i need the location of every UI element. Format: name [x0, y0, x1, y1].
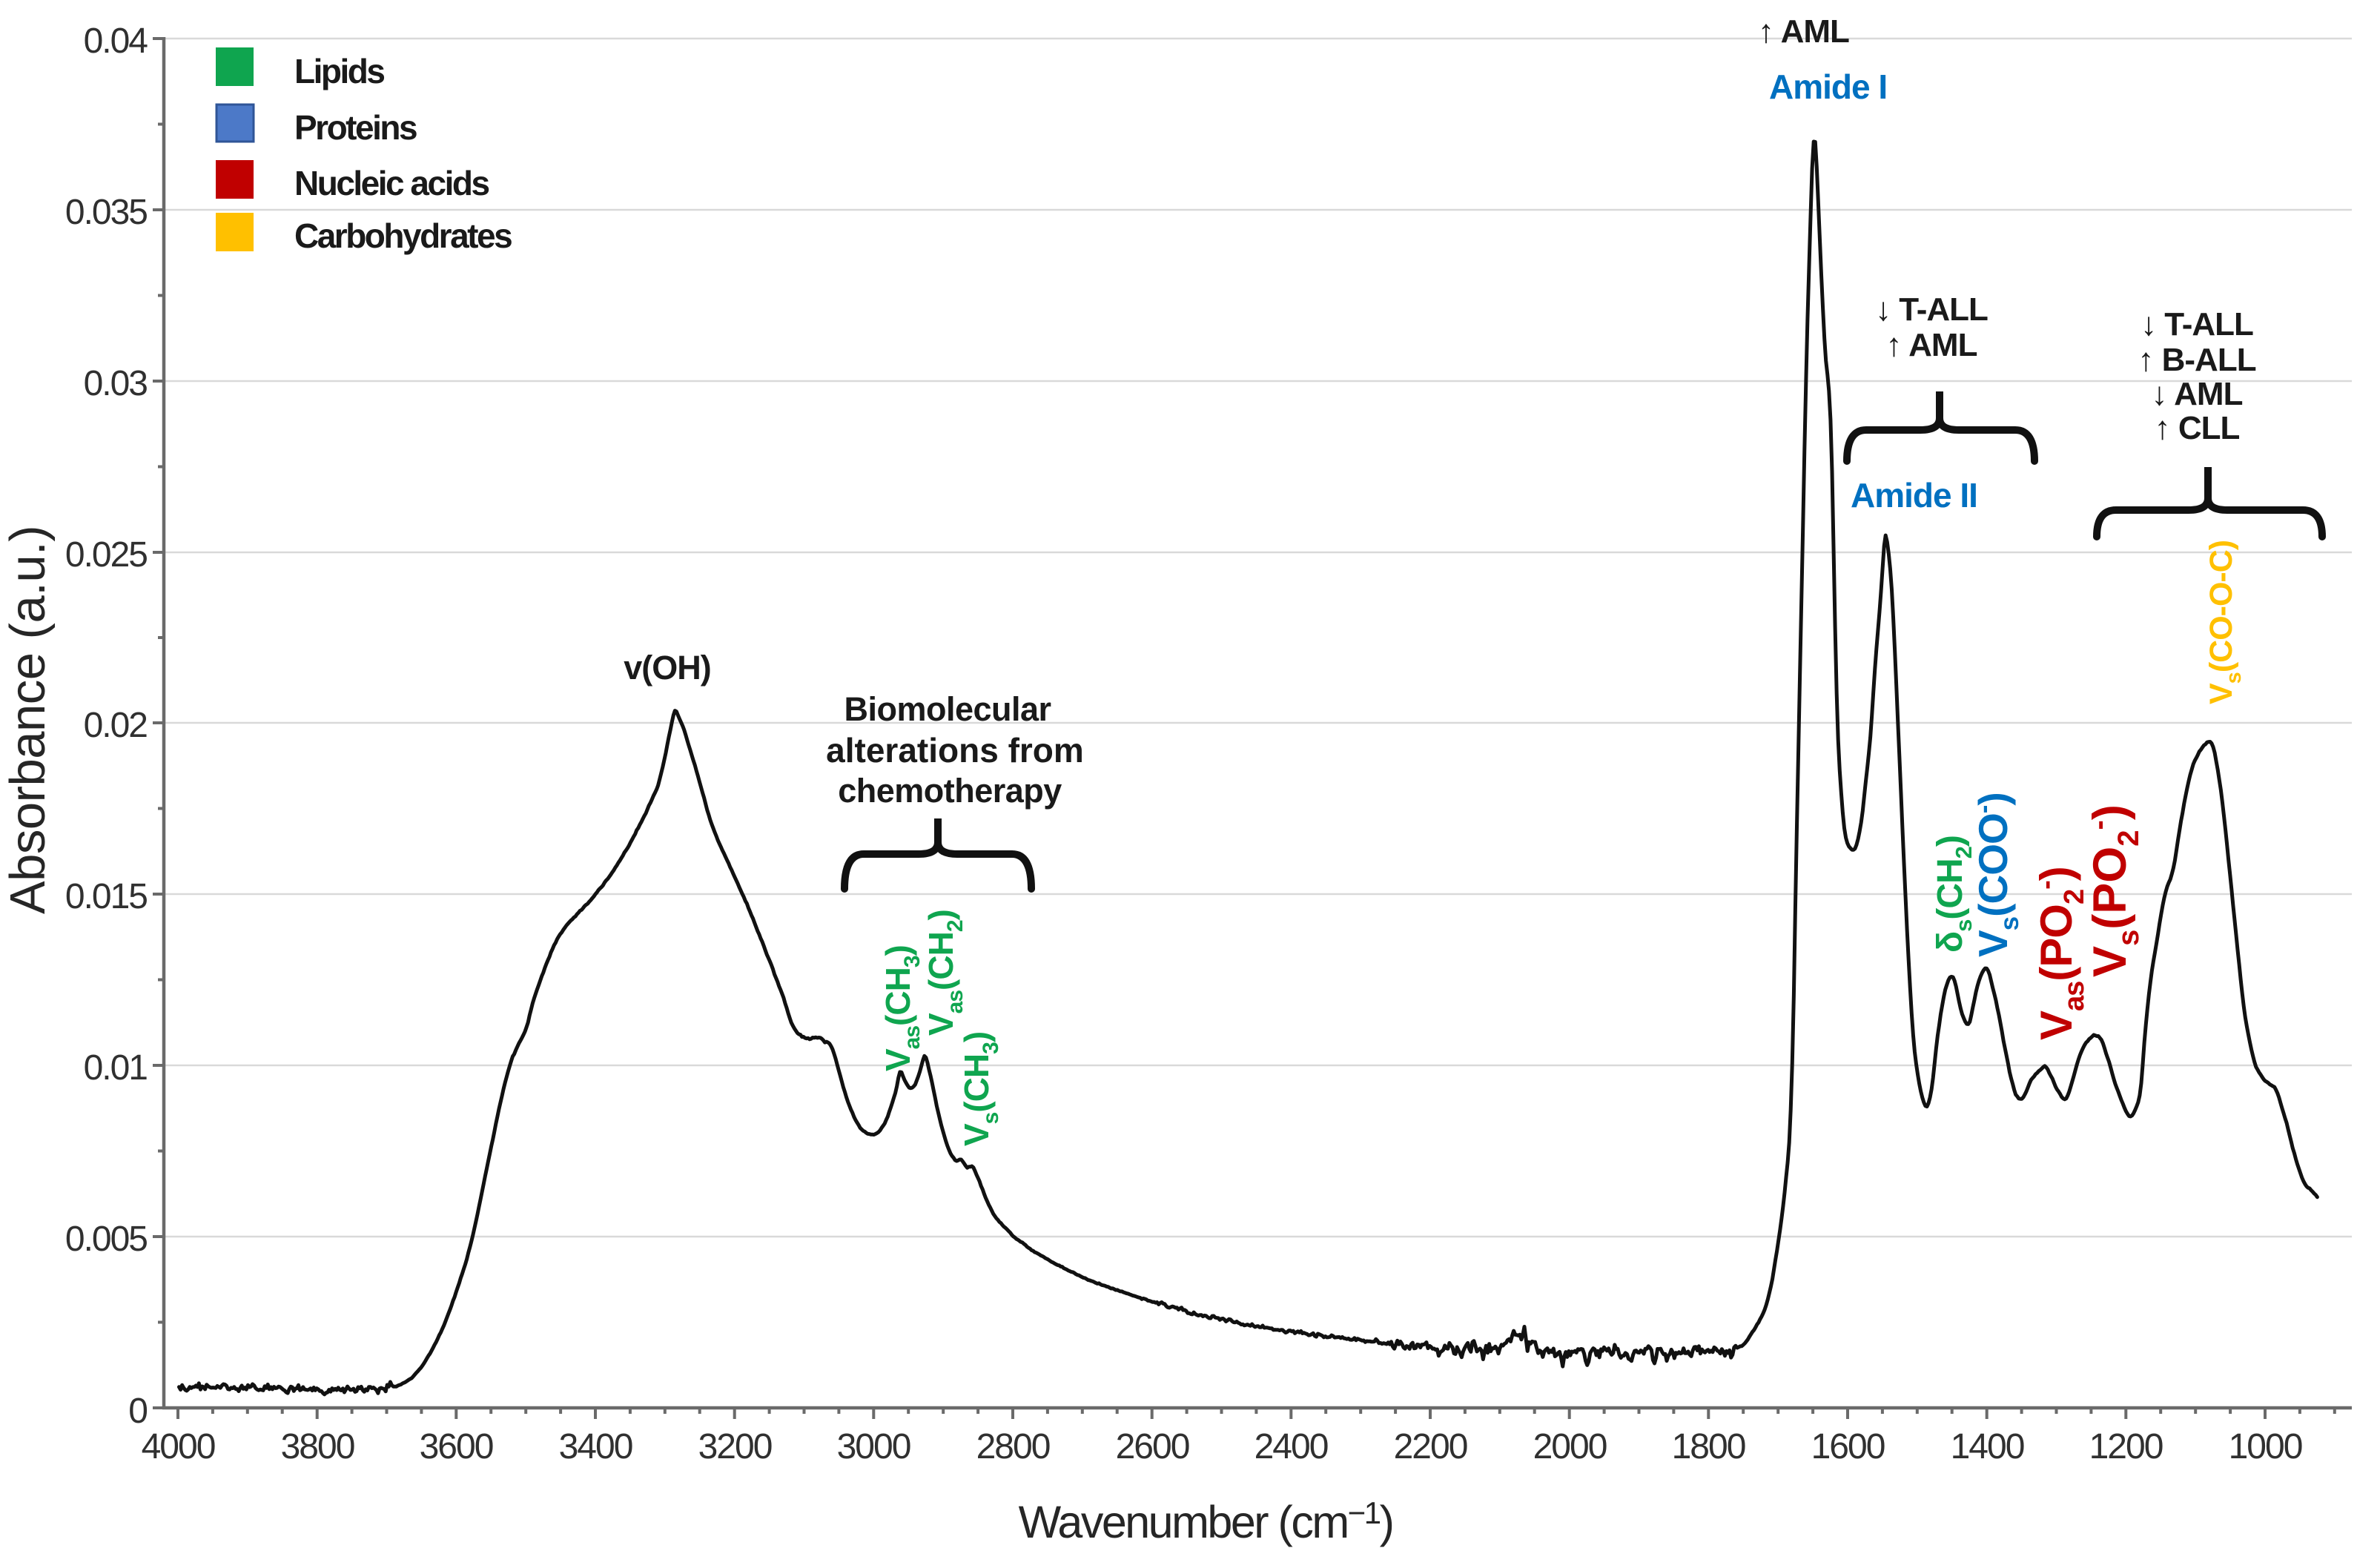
svg-text:alterations from: alterations from: [826, 731, 1084, 770]
svg-text:δs(CH2): δs(CH2): [1931, 836, 1977, 953]
svg-text:↓ AML: ↓ AML: [2152, 376, 2243, 412]
svg-text:1600: 1600: [1811, 1427, 1885, 1466]
svg-text:Vas(CH2): Vas(CH2): [922, 910, 968, 1036]
svg-text:0: 0: [128, 1392, 147, 1431]
svg-text:0.015: 0.015: [65, 877, 147, 916]
svg-text:Lipids: Lipids: [294, 52, 384, 90]
svg-text:0.02: 0.02: [84, 706, 148, 745]
svg-text:2000: 2000: [1533, 1427, 1607, 1466]
svg-text:0.03: 0.03: [84, 364, 148, 403]
svg-text:4000: 4000: [142, 1427, 215, 1466]
svg-text:2600: 2600: [1116, 1427, 1189, 1466]
svg-text:3600: 3600: [420, 1427, 493, 1466]
svg-text:v(OH): v(OH): [624, 649, 711, 687]
svg-text:0.04: 0.04: [84, 21, 148, 61]
svg-text:2800: 2800: [976, 1427, 1050, 1466]
svg-text:Biomolecular: Biomolecular: [844, 690, 1051, 728]
svg-text:Amide II: Amide II: [1851, 476, 1977, 515]
svg-text:↑ AML: ↑ AML: [1758, 13, 1849, 50]
svg-text:0.025: 0.025: [65, 535, 147, 575]
svg-text:0.005: 0.005: [65, 1220, 147, 1259]
svg-text:1400: 1400: [1951, 1427, 2024, 1466]
svg-text:Vas(PO2-): Vas(PO2-): [2031, 867, 2090, 1040]
svg-text:↓ T-ALL: ↓ T-ALL: [2141, 306, 2253, 343]
svg-text:↑ CLL: ↑ CLL: [2155, 410, 2240, 446]
svg-text:2400: 2400: [1254, 1427, 1328, 1466]
svg-text:Vs(PO2-): Vs(PO2-): [2083, 804, 2145, 977]
svg-text:↑ B-ALL: ↑ B-ALL: [2138, 342, 2255, 378]
svg-text:Amide I: Amide I: [1769, 67, 1887, 106]
svg-text:Proteins: Proteins: [294, 108, 417, 147]
svg-text:Wavenumber (cm−1): Wavenumber (cm−1): [1019, 1495, 1393, 1547]
svg-text:Nucleic acids: Nucleic acids: [294, 164, 489, 202]
svg-text:Carbohydrates: Carbohydrates: [294, 216, 512, 255]
svg-text:Vs(CH3): Vs(CH3): [957, 1032, 1003, 1146]
svg-text:↑ AML: ↑ AML: [1886, 327, 1977, 363]
svg-text:Vs(COO-): Vs(COO-): [1969, 793, 2024, 957]
svg-text:3200: 3200: [698, 1427, 772, 1466]
svg-text:1200: 1200: [2089, 1427, 2163, 1466]
svg-text:↓ T-ALL: ↓ T-ALL: [1875, 291, 1988, 328]
svg-text:2200: 2200: [1394, 1427, 1467, 1466]
svg-text:3800: 3800: [281, 1427, 354, 1466]
svg-text:0.035: 0.035: [65, 193, 147, 232]
svg-text:Vas(CH3): Vas(CH3): [879, 945, 925, 1071]
svg-text:0.01: 0.01: [84, 1048, 148, 1088]
svg-text:chemotherapy: chemotherapy: [838, 772, 1062, 810]
svg-text:1800: 1800: [1672, 1427, 1745, 1466]
svg-text:3400: 3400: [559, 1427, 632, 1466]
svg-text:Absorbance (a.u.): Absorbance (a.u.): [0, 526, 56, 914]
svg-text:3000: 3000: [837, 1427, 910, 1466]
svg-text:1000: 1000: [2229, 1427, 2302, 1466]
